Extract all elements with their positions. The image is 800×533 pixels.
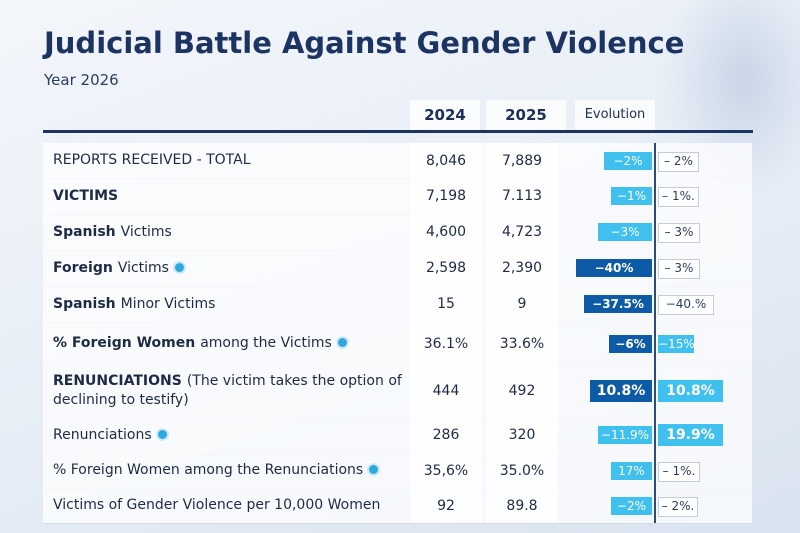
value-cell: 35,6% — [410, 453, 482, 488]
row-label: REPORTS RECEIVED - TOTAL — [53, 143, 407, 178]
table-row: Foreign Victims 2,598 2,390 −40% – 3% — [43, 250, 752, 287]
evolution-pill: – 3% — [658, 223, 700, 243]
value-cell: 286 — [410, 417, 482, 453]
value-cell: 89.8 — [486, 488, 558, 523]
evolution-axis — [654, 143, 656, 523]
label-rest: Victims — [120, 223, 172, 240]
label-strong: VICTIMS — [53, 187, 119, 204]
info-icon — [337, 338, 347, 347]
label-text: VICTIMS — [53, 187, 123, 206]
value-cell: 35.0% — [486, 453, 558, 488]
label-strong: RENUNCIATIONS — [53, 373, 182, 389]
evolution-pill: −15% — [658, 334, 695, 353]
label-text: RENUNCIATIONS (The victim takes the optio… — [53, 372, 407, 410]
evolution-pill: – 2%. — [658, 496, 698, 517]
value-cell: 492 — [486, 365, 558, 417]
label-rest: among the Victims — [200, 335, 332, 351]
evolution-pill: −40.% — [658, 295, 714, 315]
evolution-pill: −40% — [576, 259, 652, 277]
table-row: Victims of Gender Violence per 10,000 Wo… — [43, 488, 752, 524]
label-text: REPORTS RECEIVED - TOTAL — [53, 151, 251, 170]
column-header: Evolution — [575, 100, 655, 130]
table-row: Spanish Minor Victims 15 9 −37.5% −40.% — [43, 286, 752, 323]
evolution-pill: 17% — [611, 461, 652, 480]
label-strong: Spanish — [53, 223, 116, 240]
label-strong: Foreign — [53, 259, 113, 276]
value-cell: 7.113 — [486, 178, 558, 214]
evolution-pill: −2% — [604, 151, 652, 170]
label-rest: Victims of Gender Violence per 10,000 Wo… — [53, 497, 381, 513]
evolution-pill: 10.8% — [658, 380, 723, 402]
row-label: RENUNCIATIONS (The victim takes the optio… — [53, 365, 407, 417]
table-row: Spanish Victims 4,600 4,723 −3% – 3% — [43, 214, 752, 251]
row-label: Spanish Minor Victims — [53, 286, 407, 322]
evolution-pill: – 2% — [658, 151, 699, 172]
table-row: Renunciations 286 320 −11.9% 19.9% — [43, 417, 752, 454]
evolution-pill: −11.9% — [598, 426, 652, 444]
table-row: % Foreign Women among the Victims 36.1% 33.… — [43, 322, 752, 366]
evolution-pill: −37.5% — [584, 295, 652, 313]
value-cell: 8,046 — [410, 143, 482, 178]
value-cell: 320 — [486, 417, 558, 453]
evolution-pill: −3% — [598, 223, 652, 241]
evolution-pill: −1% — [611, 187, 652, 205]
value-cell: 33.6% — [486, 322, 558, 365]
value-cell: 2,390 — [486, 250, 558, 286]
label-strong: % Foreign Women — [53, 335, 196, 351]
label-rest: Victims — [117, 259, 169, 276]
label-strong: Spanish — [53, 295, 116, 312]
row-label: Victims of Gender Violence per 10,000 Wo… — [53, 488, 407, 523]
label-text: % Foreign Women among the Victims — [53, 334, 347, 353]
evolution-pill: 10.8% — [590, 380, 652, 402]
row-label: Spanish Victims — [53, 214, 407, 250]
value-cell: 9 — [486, 286, 558, 322]
value-cell: 36.1% — [410, 322, 482, 365]
value-cell: 7,889 — [486, 143, 558, 178]
label-text: Foreign Victims — [53, 259, 184, 278]
evolution-pill: −6% — [609, 334, 652, 353]
info-icon — [174, 262, 184, 272]
label-rest: % Foreign Women among the Renunciations — [53, 462, 364, 478]
subtitle: Year 2026 — [44, 71, 119, 89]
label-text: Victims of Gender Violence per 10,000 Wo… — [53, 496, 380, 515]
table-row: % Foreign Women among the Renunciations 3… — [43, 453, 752, 489]
label-text: Spanish Minor Victims — [53, 295, 215, 314]
table-row: REPORTS RECEIVED - TOTAL 8,046 7,889 −2% – 2… — [43, 143, 752, 179]
label-rest: (The victim takes the option of declinin… — [53, 373, 402, 408]
evolution-pill: 19.9% — [658, 424, 723, 446]
value-cell: 15 — [410, 286, 482, 322]
column-header: 2024 — [410, 100, 480, 130]
info-icon — [369, 465, 379, 474]
evolution-pill: – 3% — [658, 259, 700, 279]
evolution-pill: −2% — [611, 496, 652, 515]
value-cell: 7,198 — [410, 178, 482, 214]
row-label: Renunciations — [53, 417, 407, 453]
header-rule — [43, 130, 753, 133]
title: Judicial Battle Against Gender Violence — [44, 26, 685, 60]
evolution-pill: – 1%. — [658, 461, 700, 482]
value-cell: 2,598 — [410, 250, 482, 286]
label-text: Spanish Victims — [53, 223, 172, 242]
row-label: % Foreign Women among the Victims — [53, 322, 407, 365]
table-row: VICTIMS 7,198 7.113 −1% – 1%. — [43, 178, 752, 215]
row-label: % Foreign Women among the Renunciations — [53, 453, 407, 488]
row-label: Foreign Victims — [53, 250, 407, 286]
evolution-pill: – 1%. — [658, 187, 699, 207]
label-rest: REPORTS RECEIVED - TOTAL — [53, 152, 251, 168]
table-row: RENUNCIATIONS (The victim takes the optio… — [43, 365, 752, 418]
info-icon — [157, 429, 167, 439]
label-rest: Minor Victims — [120, 295, 216, 312]
value-cell: 444 — [410, 365, 482, 417]
label-rest: Renunciations — [53, 426, 152, 443]
value-cell: 4,723 — [486, 214, 558, 250]
label-text: % Foreign Women among the Renunciations — [53, 461, 379, 480]
label-text: Renunciations — [53, 426, 167, 445]
row-label: VICTIMS — [53, 178, 407, 214]
value-cell: 4,600 — [410, 214, 482, 250]
column-header: 2025 — [486, 100, 566, 130]
value-cell: 92 — [410, 488, 482, 523]
